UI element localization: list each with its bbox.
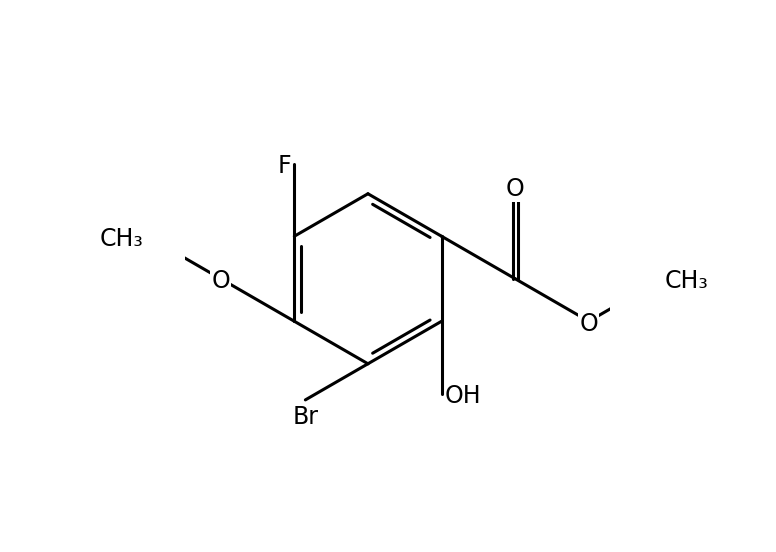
Text: F: F <box>277 155 291 178</box>
Text: OH: OH <box>445 384 482 408</box>
Text: O: O <box>506 177 525 200</box>
Text: O: O <box>211 269 230 293</box>
Text: CH₃: CH₃ <box>100 227 144 251</box>
Text: CH₃: CH₃ <box>664 269 708 293</box>
Text: O: O <box>580 312 598 336</box>
Text: Br: Br <box>293 405 318 429</box>
